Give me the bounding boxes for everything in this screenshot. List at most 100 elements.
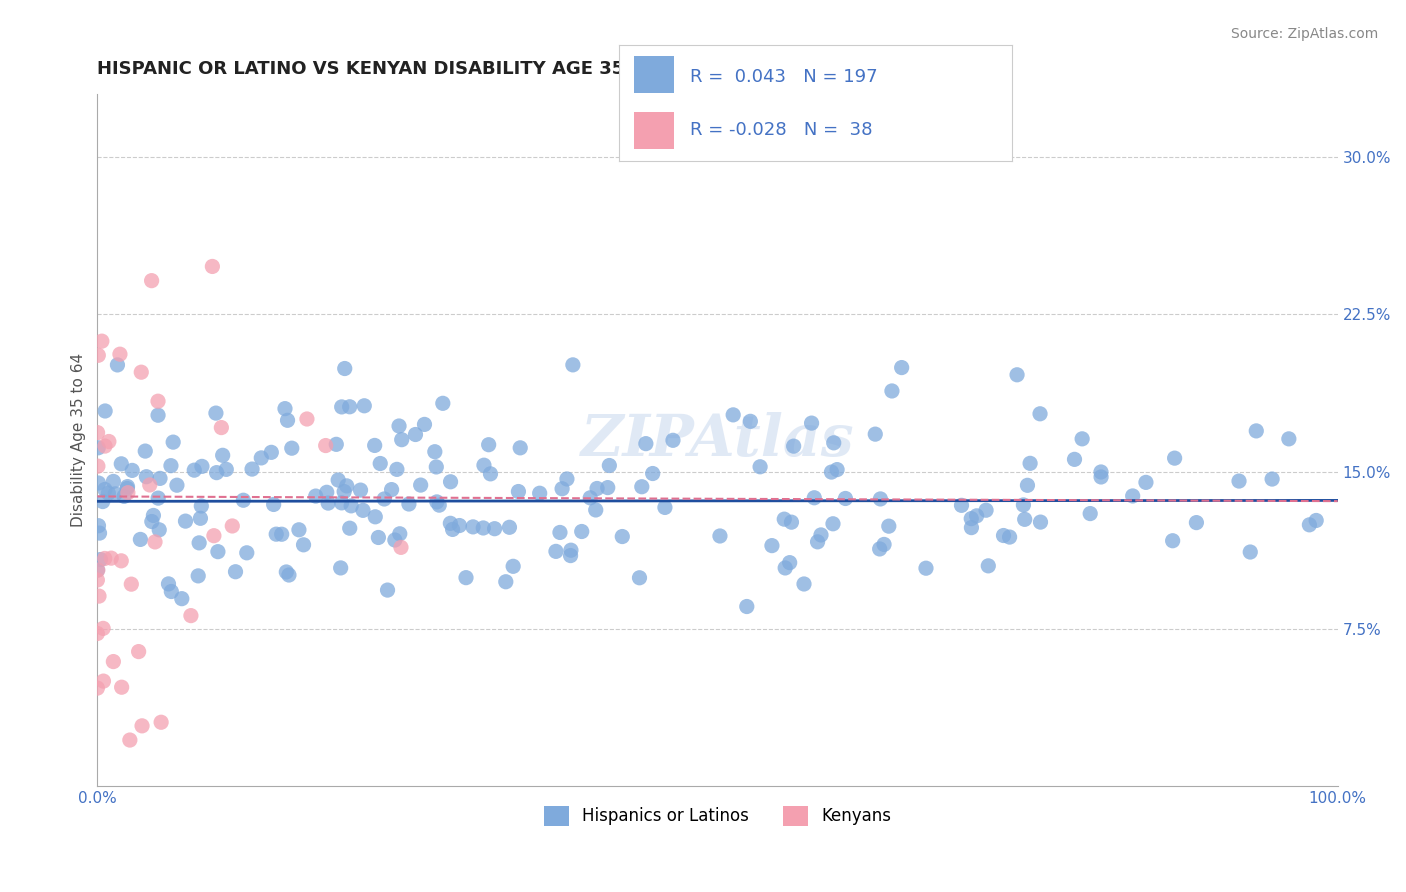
- Hispanics or Latinos: [270, 527, 292, 541]
- Hispanics or Latinos: [495, 574, 517, 589]
- Hispanics or Latinos: [91, 494, 114, 508]
- Hispanics or Latinos: [561, 358, 583, 372]
- Hispanics or Latinos: [405, 427, 427, 442]
- Hispanics or Latinos: [330, 400, 353, 414]
- Hispanics or Latinos: [94, 483, 117, 497]
- Hispanics or Latinos: [479, 467, 502, 481]
- Hispanics or Latinos: [426, 495, 449, 509]
- Hispanics or Latinos: [333, 361, 356, 376]
- Hispanics or Latinos: [472, 458, 495, 473]
- Kenyans: [209, 420, 232, 434]
- Hispanics or Latinos: [330, 496, 353, 510]
- Hispanics or Latinos: [1246, 424, 1268, 438]
- Hispanics or Latinos: [278, 568, 301, 582]
- Hispanics or Latinos: [381, 483, 404, 497]
- Hispanics or Latinos: [439, 516, 461, 531]
- Hispanics or Latinos: [423, 444, 446, 458]
- Hispanics or Latinos: [432, 396, 454, 410]
- Hispanics or Latinos: [328, 473, 350, 487]
- Hispanics or Latinos: [385, 462, 408, 476]
- Hispanics or Latinos: [288, 523, 311, 537]
- Hispanics or Latinos: [336, 479, 359, 493]
- Hispanics or Latinos: [276, 565, 298, 579]
- Hispanics or Latinos: [97, 486, 120, 500]
- Hispanics or Latinos: [388, 419, 411, 434]
- Hispanics or Latinos: [87, 476, 110, 491]
- Hispanics or Latinos: [112, 489, 135, 503]
- Hispanics or Latinos: [187, 569, 209, 583]
- Hispanics or Latinos: [1305, 513, 1327, 527]
- Hispanics or Latinos: [873, 537, 896, 551]
- Hispanics or Latinos: [641, 467, 664, 481]
- Hispanics or Latinos: [1071, 432, 1094, 446]
- Kenyans: [87, 459, 110, 474]
- Kenyans: [97, 434, 120, 449]
- Hispanics or Latinos: [441, 523, 464, 537]
- Hispanics or Latinos: [508, 484, 530, 499]
- Kenyans: [117, 485, 139, 500]
- Kenyans: [86, 681, 108, 695]
- Hispanics or Latinos: [94, 404, 117, 418]
- Hispanics or Latinos: [890, 360, 912, 375]
- Hispanics or Latinos: [709, 529, 731, 543]
- Hispanics or Latinos: [439, 475, 461, 489]
- Kenyans: [131, 719, 153, 733]
- Kenyans: [111, 680, 134, 694]
- Kenyans: [120, 577, 142, 591]
- Hispanics or Latinos: [191, 459, 214, 474]
- Hispanics or Latinos: [190, 499, 212, 513]
- Kenyans: [100, 551, 122, 566]
- Kenyans: [103, 655, 125, 669]
- Hispanics or Latinos: [364, 509, 387, 524]
- Kenyans: [87, 563, 110, 577]
- Hispanics or Latinos: [89, 526, 111, 541]
- Kenyans: [295, 412, 318, 426]
- Kenyans: [141, 274, 163, 288]
- Hispanics or Latinos: [363, 438, 385, 452]
- Hispanics or Latinos: [391, 433, 413, 447]
- Hispanics or Latinos: [160, 458, 183, 473]
- Hispanics or Latinos: [630, 480, 652, 494]
- Hispanics or Latinos: [292, 538, 315, 552]
- Hispanics or Latinos: [551, 482, 574, 496]
- Text: HISPANIC OR LATINO VS KENYAN DISABILITY AGE 35 TO 64 CORRELATION CHART: HISPANIC OR LATINO VS KENYAN DISABILITY …: [97, 60, 911, 78]
- Hispanics or Latinos: [135, 469, 157, 483]
- Hispanics or Latinos: [305, 489, 328, 503]
- Hispanics or Latinos: [974, 503, 997, 517]
- Hispanics or Latinos: [87, 518, 110, 533]
- Hispanics or Latinos: [782, 439, 804, 453]
- Hispanics or Latinos: [877, 519, 900, 533]
- Hispanics or Latinos: [740, 414, 762, 428]
- Hispanics or Latinos: [1298, 517, 1320, 532]
- Hispanics or Latinos: [966, 508, 988, 523]
- Hispanics or Latinos: [800, 416, 823, 430]
- Hispanics or Latinos: [1029, 515, 1052, 529]
- Kenyans: [108, 347, 131, 361]
- Hispanics or Latinos: [236, 546, 259, 560]
- Hispanics or Latinos: [146, 408, 169, 422]
- Hispanics or Latinos: [384, 533, 406, 547]
- Hispanics or Latinos: [773, 561, 796, 575]
- Hispanics or Latinos: [427, 498, 450, 512]
- Kenyans: [93, 674, 115, 689]
- Hispanics or Latinos: [1161, 533, 1184, 548]
- Kenyans: [146, 394, 169, 409]
- Hispanics or Latinos: [250, 450, 273, 465]
- Hispanics or Latinos: [869, 491, 891, 506]
- Hispanics or Latinos: [598, 458, 620, 473]
- Hispanics or Latinos: [225, 565, 247, 579]
- Hispanics or Latinos: [498, 520, 520, 534]
- Hispanics or Latinos: [121, 463, 143, 477]
- Hispanics or Latinos: [612, 529, 634, 543]
- Hispanics or Latinos: [880, 384, 903, 398]
- Hispanics or Latinos: [1014, 512, 1036, 526]
- Kenyans: [91, 621, 114, 635]
- Hispanics or Latinos: [1239, 545, 1261, 559]
- Hispanics or Latinos: [339, 400, 361, 414]
- Hispanics or Latinos: [1078, 507, 1101, 521]
- Hispanics or Latinos: [166, 478, 188, 492]
- Hispanics or Latinos: [998, 530, 1021, 544]
- Legend: Hispanics or Latinos, Kenyans: Hispanics or Latinos, Kenyans: [537, 799, 897, 833]
- Hispanics or Latinos: [1278, 432, 1301, 446]
- Hispanics or Latinos: [579, 491, 602, 505]
